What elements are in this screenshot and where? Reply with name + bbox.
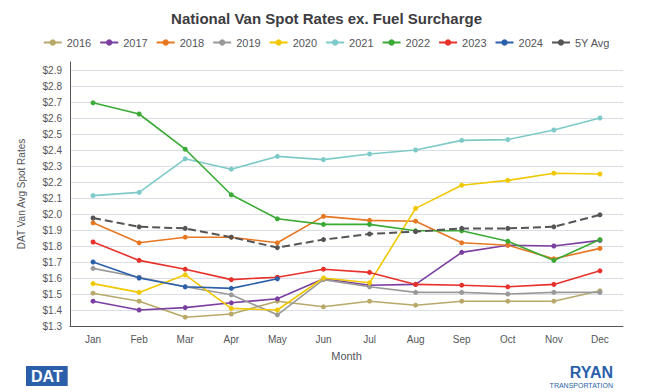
svg-text:$2.9: $2.9 <box>43 65 63 76</box>
svg-text:$2.1: $2.1 <box>43 193 63 204</box>
svg-text:$1.9: $1.9 <box>43 225 63 236</box>
svg-text:2019: 2019 <box>236 37 260 49</box>
svg-text:2024: 2024 <box>519 37 543 49</box>
svg-text:Apr: Apr <box>224 334 240 345</box>
svg-text:TRANSPORTATION: TRANSPORTATION <box>550 382 613 389</box>
svg-text:$2.0: $2.0 <box>43 209 63 220</box>
svg-text:$1.5: $1.5 <box>43 289 63 300</box>
svg-text:Jun: Jun <box>315 334 331 345</box>
svg-text:May: May <box>268 334 287 345</box>
svg-text:$1.7: $1.7 <box>43 257 63 268</box>
svg-text:2020: 2020 <box>293 37 317 49</box>
svg-text:Feb: Feb <box>131 334 149 345</box>
svg-text:2018: 2018 <box>180 37 204 49</box>
svg-text:RYAN: RYAN <box>570 364 613 381</box>
svg-text:Aug: Aug <box>407 334 425 345</box>
svg-text:DAT Van Avg Spot Rates: DAT Van Avg Spot Rates <box>16 139 27 249</box>
svg-text:$2.5: $2.5 <box>43 129 63 140</box>
svg-text:Mar: Mar <box>177 334 195 345</box>
svg-text:$2.4: $2.4 <box>43 145 63 156</box>
svg-text:Jul: Jul <box>363 334 376 345</box>
svg-text:2023: 2023 <box>462 37 486 49</box>
svg-text:$2.3: $2.3 <box>43 161 63 172</box>
svg-text:Jan: Jan <box>85 334 101 345</box>
svg-text:Dec: Dec <box>591 334 609 345</box>
svg-text:DAT: DAT <box>31 368 63 385</box>
svg-text:$2.8: $2.8 <box>43 81 63 92</box>
svg-text:National Van Spot Rates ex. Fu: National Van Spot Rates ex. Fuel Surchar… <box>171 10 482 27</box>
svg-text:Month: Month <box>331 350 362 362</box>
svg-text:Nov: Nov <box>545 334 563 345</box>
svg-text:$1.3: $1.3 <box>43 321 63 332</box>
svg-text:Sep: Sep <box>453 334 471 345</box>
svg-text:Oct: Oct <box>500 334 516 345</box>
svg-text:$2.2: $2.2 <box>43 177 63 188</box>
svg-text:5Y Avg: 5Y Avg <box>575 37 609 49</box>
svg-text:2022: 2022 <box>406 37 430 49</box>
svg-text:$2.6: $2.6 <box>43 113 63 124</box>
svg-text:2016: 2016 <box>67 37 91 49</box>
svg-text:$2.7: $2.7 <box>43 97 63 108</box>
svg-text:$1.8: $1.8 <box>43 241 63 252</box>
svg-text:$1.4: $1.4 <box>43 305 63 316</box>
svg-text:2017: 2017 <box>123 37 147 49</box>
svg-text:2021: 2021 <box>349 37 373 49</box>
svg-text:$1.6: $1.6 <box>43 273 63 284</box>
